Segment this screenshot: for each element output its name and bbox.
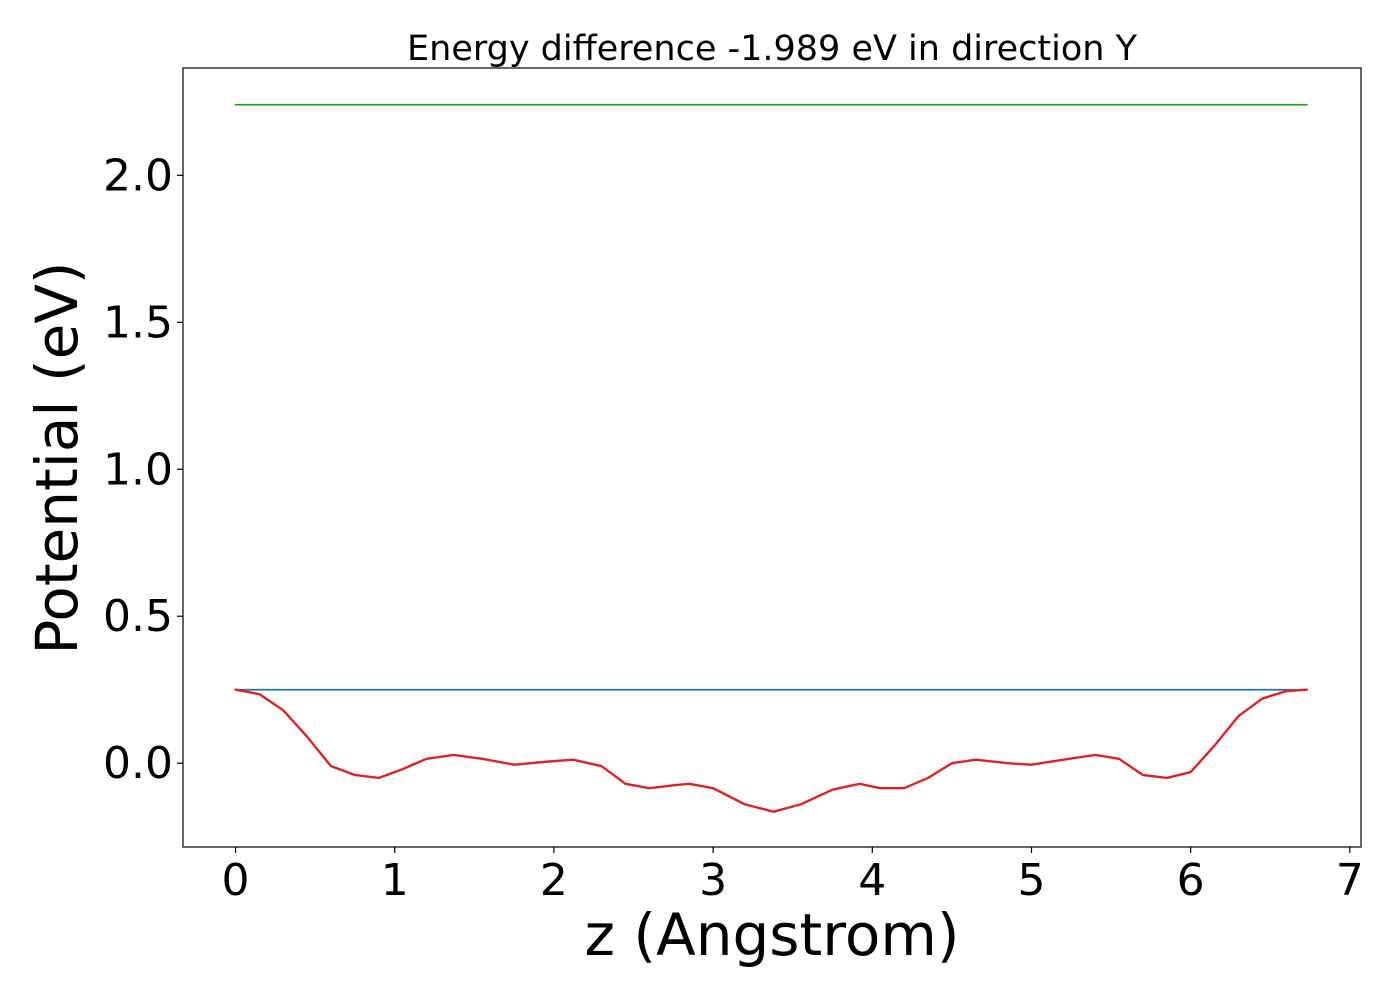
y-tick-label: 0.0 <box>103 738 173 789</box>
x-tick-label: 5 <box>1017 855 1045 906</box>
x-tick-label: 0 <box>222 855 250 906</box>
x-tick-label: 7 <box>1336 855 1364 906</box>
y-axis: 0.0 0.5 1.0 1.5 2.0 <box>103 150 183 789</box>
x-tick-label: 3 <box>699 855 727 906</box>
chart-title: Energy difference -1.989 eV in direction… <box>407 29 1138 69</box>
x-tick-label: 4 <box>858 855 886 906</box>
plot-area <box>234 103 1309 813</box>
y-tick-label: 1.5 <box>103 297 173 348</box>
y-tick-label: 0.5 <box>103 591 173 642</box>
x-tick-label: 6 <box>1177 855 1205 906</box>
series-line-3 <box>234 688 1309 813</box>
x-axis-label: z (Angstrom) <box>585 901 960 969</box>
y-tick-label: 1.0 <box>103 444 173 495</box>
plot-frame <box>182 67 1362 848</box>
x-axis: 0 1 2 3 4 5 6 7 <box>222 847 1364 906</box>
y-axis-label: Potential (eV) <box>23 261 91 654</box>
x-tick-label: 2 <box>540 855 568 906</box>
x-tick-label: 1 <box>381 855 409 906</box>
y-tick-label: 2.0 <box>103 150 173 201</box>
